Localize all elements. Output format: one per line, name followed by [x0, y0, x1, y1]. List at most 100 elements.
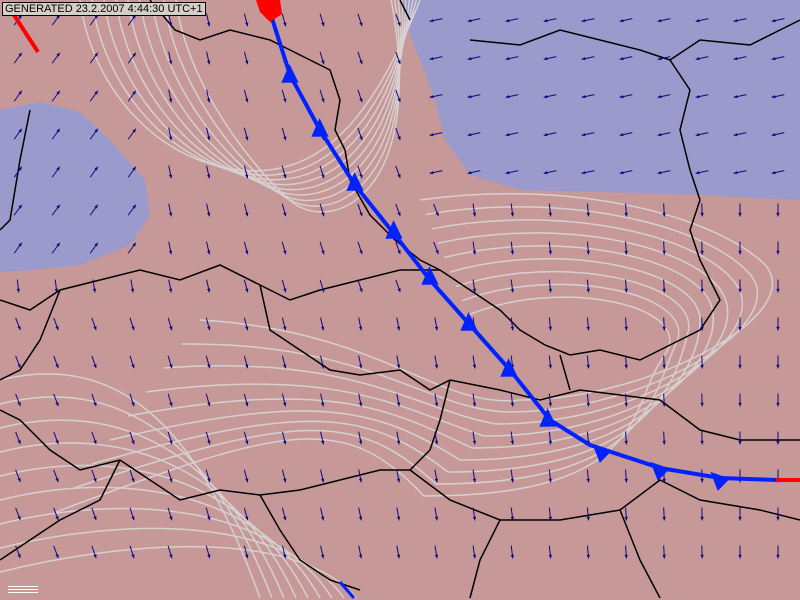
wind-arrow-head	[206, 288, 211, 293]
isobar	[0, 507, 333, 599]
wind-arrow-head	[472, 516, 477, 521]
wind-arrow-head	[586, 288, 590, 293]
wind-arrow-head	[93, 516, 97, 521]
wind-arrow-head	[359, 250, 363, 255]
wind-arrow-head	[396, 326, 401, 331]
wind-arrow-head	[358, 478, 363, 483]
wind-arrow-head	[472, 478, 477, 483]
wind-arrow-head	[738, 516, 742, 521]
low-region-northeast	[400, 0, 800, 200]
wind-arrow-head	[168, 98, 173, 103]
wind-arrow-head	[586, 554, 590, 559]
wind-arrow-head	[245, 440, 249, 445]
wind-arrow-head	[93, 440, 97, 445]
wind-arrow-head	[586, 326, 590, 331]
wind-arrow-head	[586, 212, 590, 217]
wind-arrow-head	[283, 174, 287, 179]
wind-arrow-head	[429, 132, 434, 137]
cold-front-triangle	[592, 443, 612, 463]
wind-arrow-head	[662, 478, 666, 483]
wind-arrow-head	[662, 440, 666, 445]
wind-arrow-head	[700, 326, 704, 331]
cold-front-triangle	[311, 118, 329, 137]
wind-arrow-head	[738, 440, 742, 445]
wind-arrow-head	[17, 440, 21, 445]
low-region-northwest	[0, 102, 150, 272]
wind-arrow-head	[429, 56, 434, 61]
isobar	[175, 0, 401, 213]
wind-arrow-head	[776, 212, 780, 217]
wind-arrow-head	[434, 326, 439, 331]
wind-arrow-head	[472, 402, 477, 407]
wind-arrow-head	[18, 128, 22, 133]
wind-arrow-head	[245, 326, 249, 331]
cold-front-triangles	[281, 64, 730, 491]
isobar	[0, 464, 309, 599]
wind-arrow-head	[543, 170, 548, 175]
cold-front-triangle	[281, 64, 299, 83]
wind-arrow-head	[359, 60, 363, 65]
wind-arrow-head	[733, 94, 738, 99]
wind-arrow-head	[776, 554, 780, 559]
wind-arrow-head	[18, 52, 22, 57]
cold-front-south-fragment	[338, 581, 356, 599]
wind-arrow-head	[548, 288, 553, 293]
wind-arrow-head	[733, 18, 738, 23]
isobar	[199, 193, 774, 402]
wind-arrow-head	[510, 516, 515, 521]
wind-arrow-head	[619, 94, 624, 99]
warm-front-northwest	[10, 10, 40, 54]
wind-arrow-head	[168, 60, 173, 65]
wind-arrow-head	[467, 94, 472, 99]
wind-arrow-head	[700, 364, 704, 369]
wind-arrow-head	[619, 170, 624, 175]
wind-arrow-head	[397, 250, 401, 255]
wind-arrow-head	[206, 136, 211, 141]
wind-arrow-head	[17, 326, 21, 331]
wind-arrow-head	[548, 478, 553, 483]
wind-arrow-head	[358, 402, 363, 407]
wind-arrow-head	[771, 132, 776, 137]
wind-arrow-head	[619, 56, 624, 61]
wind-arrow-head	[435, 212, 439, 217]
wind-arrow-head	[169, 554, 173, 559]
wind-arrow-head	[662, 326, 666, 331]
wind-arrow-head	[657, 56, 662, 61]
wind-arrow-head	[738, 212, 742, 217]
wind-arrow-head	[467, 170, 472, 175]
wind-arrow-head	[207, 478, 211, 483]
wind-arrow-head	[776, 516, 780, 521]
cold-front-triangle	[460, 312, 478, 331]
wind-arrow-head	[358, 326, 363, 331]
wind-arrows	[13, 13, 785, 559]
wind-arrow-head	[56, 204, 60, 209]
wind-arrow-head	[624, 516, 628, 521]
wind-arrow-head	[93, 554, 97, 559]
wind-arrow-head	[700, 250, 704, 255]
wind-arrow-head	[510, 212, 515, 217]
wind-arrow-head	[359, 212, 363, 217]
cold-front-triangle	[385, 220, 403, 239]
wind-arrow-head	[581, 18, 586, 23]
isobar	[109, 258, 701, 461]
wind-arrow-head	[738, 402, 742, 407]
wind-arrow-head	[586, 478, 590, 483]
wind-arrow-head	[169, 402, 173, 407]
wind-arrow-head	[321, 60, 325, 65]
wind-arrow-head	[548, 440, 553, 445]
isobar	[163, 219, 743, 425]
wind-arrow-head	[245, 250, 249, 255]
wind-arrow-head	[548, 250, 553, 255]
wind-arrow-head	[132, 242, 136, 247]
wind-arrow-head	[358, 440, 363, 445]
wind-arrow-head	[93, 364, 97, 369]
wind-arrow-head	[505, 18, 510, 23]
wind-arrow-head	[586, 516, 590, 521]
wind-arrow-head	[581, 170, 586, 175]
wind-arrow-head	[132, 166, 136, 171]
wind-arrow-head	[771, 170, 776, 175]
wind-arrow-head	[321, 288, 325, 293]
wind-arrow-head	[396, 516, 401, 521]
wind-arrow-head	[168, 250, 173, 255]
